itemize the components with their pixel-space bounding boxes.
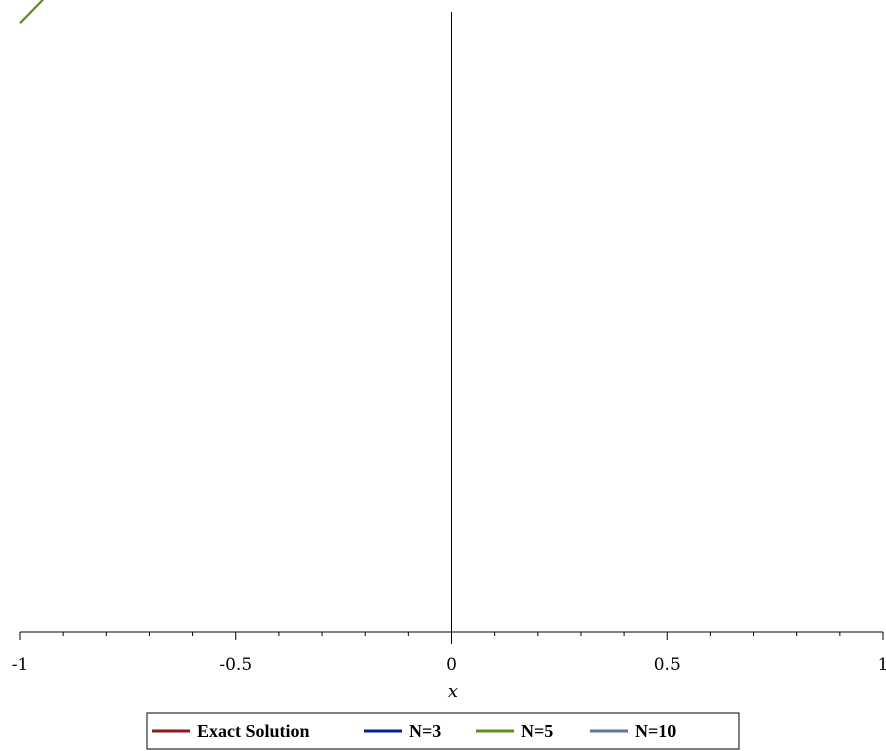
x-tick-label: 0.5 xyxy=(654,655,681,675)
legend-label-3: N=10 xyxy=(635,721,676,741)
x-tick-label: -1 xyxy=(12,655,29,675)
x-tick-label: -0.5 xyxy=(219,655,252,675)
x-tick-label: 0 xyxy=(446,655,457,675)
ticks: -1-0.500.512.22.42.62.833.23.43.6 xyxy=(12,632,886,675)
axes xyxy=(20,12,883,644)
legend: Exact Solution N=3 N=5 N=10 xyxy=(146,712,740,750)
legend-label-0: Exact Solution xyxy=(197,721,310,741)
x-axis-label: x xyxy=(448,681,458,702)
legend-label-1: N=3 xyxy=(409,721,441,741)
x-tick-label: 1 xyxy=(878,655,886,675)
legend-label-2: N=5 xyxy=(521,721,553,741)
legend-box xyxy=(146,712,740,750)
